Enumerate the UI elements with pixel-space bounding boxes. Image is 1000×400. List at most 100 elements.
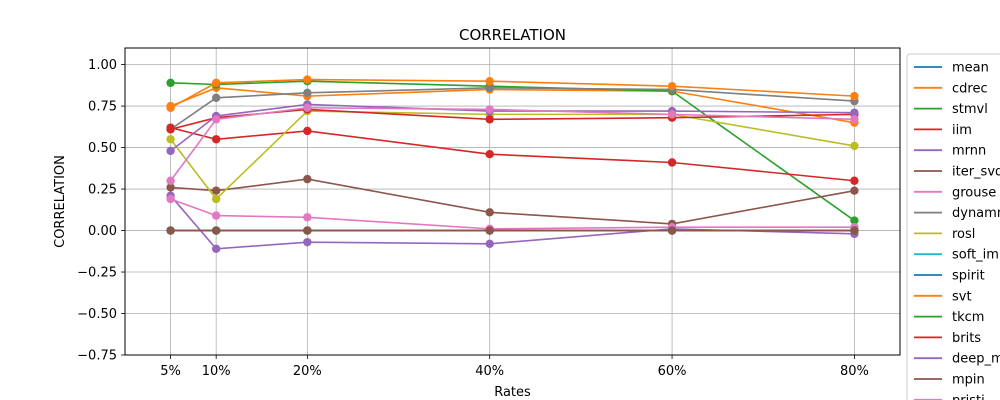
y-tick-label: −0.50 xyxy=(77,307,117,322)
y-tick-label: 1.00 xyxy=(88,58,117,73)
data-point-iter-svd xyxy=(166,183,175,192)
y-axis-label: CORRELATION xyxy=(53,155,68,248)
legend-label-grouse: grouse xyxy=(952,185,996,200)
data-point-iim xyxy=(850,176,859,185)
y-axis-ticks: −0.75 −0.50 −0.25 0.00 0.25 0.50 0.75 1.00 xyxy=(77,58,125,364)
series-line-svt xyxy=(170,78,855,109)
legend-label-brits: brits xyxy=(952,331,981,346)
y-tick-label: −0.75 xyxy=(77,349,117,364)
data-point-dynammo xyxy=(211,93,221,102)
plot-frame xyxy=(124,47,901,356)
data-point-mpin xyxy=(485,226,494,235)
series-pristi xyxy=(166,103,859,185)
data-point-deep-mvi xyxy=(166,146,175,156)
series-mpin xyxy=(166,226,859,235)
x-axis-label: Rates xyxy=(494,385,531,400)
data-point-grouse xyxy=(303,213,312,222)
legend-box xyxy=(906,53,1000,400)
data-point-iim xyxy=(485,150,494,159)
x-tick-label: 60% xyxy=(658,364,687,379)
data-point-iter-svd xyxy=(485,208,494,217)
legend-label-iim: iim xyxy=(952,123,972,138)
series-svt xyxy=(166,75,859,112)
data-point-iter-svd xyxy=(303,174,312,184)
legend-label-stmvl: stmvl xyxy=(952,102,988,117)
data-point-svt xyxy=(850,91,859,101)
x-axis-ticks: 5% 10% 20% 40% 60% 80% xyxy=(160,355,869,379)
data-point-pristi xyxy=(303,103,312,112)
data-point-iter-svd xyxy=(211,186,221,195)
series-line-deep-mvi xyxy=(170,103,855,152)
data-point-stmvl xyxy=(850,216,859,225)
data-point-svt xyxy=(211,78,221,88)
data-point-dynammo xyxy=(485,83,494,93)
data-point-svt xyxy=(303,75,312,84)
data-point-grouse xyxy=(166,194,175,204)
data-point-deep-mvi xyxy=(850,108,859,117)
legend-label-soft-impute: soft_impute xyxy=(952,248,1000,263)
data-point-pristi xyxy=(850,115,859,124)
data-point-svt xyxy=(166,103,175,112)
data-point-stmvl xyxy=(166,78,175,88)
x-tick-label: 10% xyxy=(202,364,231,379)
data-point-mpin xyxy=(211,226,221,235)
chart-title: CORRELATION xyxy=(459,26,566,44)
series-line-dynammo xyxy=(170,87,855,130)
data-point-svt xyxy=(485,76,494,86)
series-line-mrnn xyxy=(169,195,855,250)
data-point-iim xyxy=(303,126,312,136)
x-tick-label: 20% xyxy=(293,364,322,379)
data-point-grouse xyxy=(211,211,221,220)
data-point-mrnn xyxy=(303,237,312,247)
y-tick-label: 0.75 xyxy=(88,100,117,115)
data-point-iter-svd xyxy=(850,186,859,195)
legend-label-cdrec: cdrec xyxy=(952,81,988,96)
data-point-rosl xyxy=(211,194,221,204)
legend-label-spirit: spirit xyxy=(952,269,985,284)
data-point-iim xyxy=(667,158,677,167)
data-point-iim xyxy=(211,135,221,144)
y-tick-label: 0.50 xyxy=(88,141,117,156)
data-point-rosl xyxy=(850,141,859,151)
data-point-mrnn xyxy=(485,239,494,249)
series-line-rosl xyxy=(169,110,855,201)
series-line-cdrec xyxy=(170,87,855,124)
data-point-dynammo xyxy=(303,88,312,98)
x-tick-label: 80% xyxy=(840,364,869,379)
series-line-stmvl xyxy=(170,80,855,222)
data-point-svt xyxy=(667,81,677,91)
data-point-mpin xyxy=(850,226,859,235)
y-tick-label: 0.00 xyxy=(88,224,117,239)
legend-label-deep-mvi: deep_mvi xyxy=(952,352,1000,367)
series-line-iim xyxy=(170,126,855,182)
legend-label-iter-svd: iter_svd xyxy=(952,165,1000,180)
legend-label-svt: svt xyxy=(952,289,972,304)
legend-label-mrnn: mrnn xyxy=(952,144,986,159)
legend-label-pristi: pristi xyxy=(952,393,985,400)
data-point-mpin xyxy=(667,226,677,235)
series-line-grouse xyxy=(170,198,855,230)
y-tick-label: 0.25 xyxy=(88,183,117,198)
data-point-rosl xyxy=(166,135,175,144)
legend-label-dynammo: dynammo xyxy=(952,206,1000,221)
legend-label-mpin: mpin xyxy=(952,373,985,388)
series-lines xyxy=(166,75,859,253)
legend-label-tkcm: tkcm xyxy=(952,310,984,325)
legend-label-rosl: rosl xyxy=(952,227,975,242)
data-point-pristi xyxy=(211,115,221,124)
series-line-pristi xyxy=(169,106,855,182)
data-point-pristi xyxy=(667,110,677,119)
data-point-mpin xyxy=(166,226,175,235)
data-point-brits xyxy=(166,125,175,134)
data-point-mrnn xyxy=(211,244,221,253)
data-point-mpin xyxy=(303,226,312,235)
data-point-pristi xyxy=(485,105,494,114)
y-tick-label: −0.25 xyxy=(77,266,117,281)
data-point-pristi xyxy=(166,176,175,185)
series-line-brits xyxy=(170,108,855,131)
legend-label-mean: mean xyxy=(952,61,989,76)
data-point-brits xyxy=(485,115,494,124)
